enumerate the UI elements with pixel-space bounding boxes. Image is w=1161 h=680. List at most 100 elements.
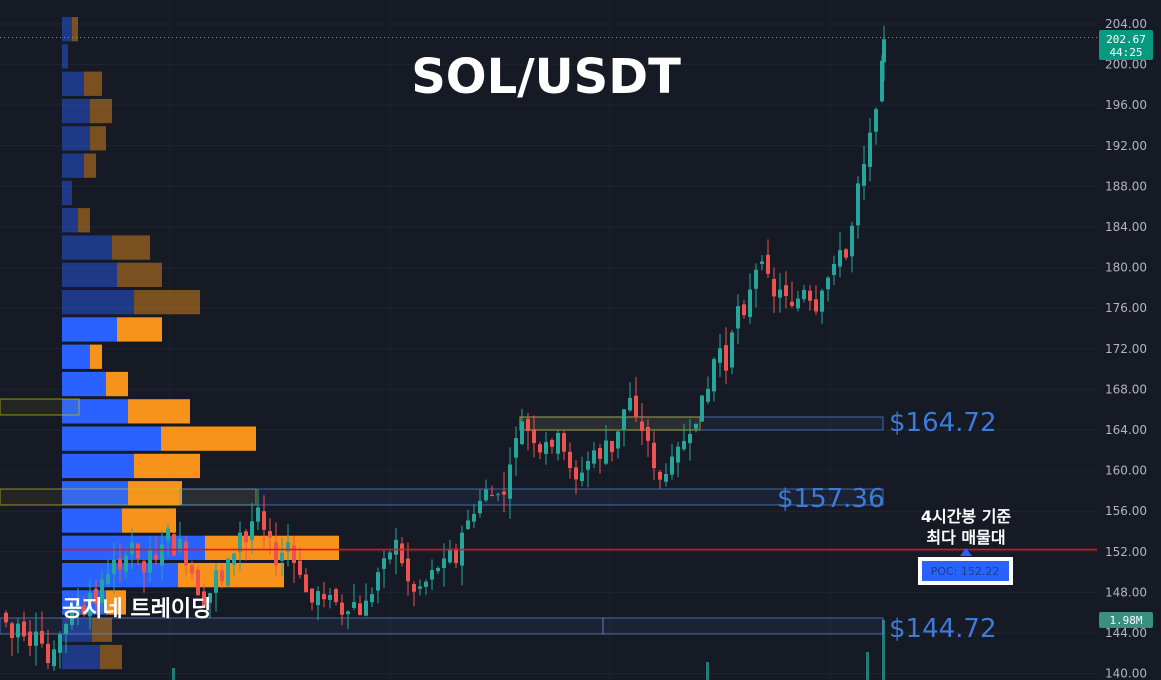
profile-sell-bar — [205, 535, 339, 560]
candle-body — [496, 494, 500, 496]
level-box — [519, 416, 701, 431]
candle-body — [532, 429, 536, 444]
candle-body — [652, 442, 656, 469]
candle-body — [88, 593, 92, 617]
level-box — [179, 488, 884, 506]
candle-body — [148, 548, 152, 573]
volume-bar — [706, 662, 709, 680]
y-tick-label: 180.00 — [1105, 261, 1147, 275]
profile-buy-bar — [62, 262, 117, 287]
candle-body — [598, 448, 602, 459]
candle-body — [436, 567, 440, 572]
profile-sell-bar — [128, 399, 190, 424]
candle-body — [844, 249, 848, 258]
level-label-144: $144.72 — [889, 614, 997, 644]
candle-body — [82, 605, 86, 615]
level-boxes — [0, 398, 884, 635]
candle-body — [4, 612, 8, 623]
volume-tag-value: 1.98M — [1109, 614, 1142, 627]
profile-sell-bar — [92, 617, 112, 642]
candle-body — [316, 591, 320, 606]
candle-body — [382, 558, 386, 569]
y-tick-label: 200.00 — [1105, 58, 1147, 72]
poc-label: POC: 152.22 — [931, 565, 1000, 578]
candle-body — [280, 552, 284, 561]
candle-body — [856, 183, 860, 226]
candle-body — [562, 433, 566, 452]
profile-buy-bar — [62, 180, 72, 206]
profile-sell-bar — [112, 235, 150, 260]
y-tick-label: 164.00 — [1105, 423, 1147, 437]
y-tick-label: 172.00 — [1105, 342, 1147, 356]
y-tick-label: 148.00 — [1105, 585, 1147, 599]
candle-body — [430, 570, 434, 580]
candle-body — [592, 450, 596, 464]
candle-body — [310, 588, 314, 603]
profile-sell-bar — [72, 17, 78, 42]
candle-body — [52, 649, 56, 667]
candle-body — [772, 279, 776, 297]
candle-body — [352, 602, 356, 608]
level-label-164: $164.72 — [889, 408, 997, 438]
price-tag[interactable] — [1099, 30, 1153, 60]
profile-sell-bar — [90, 344, 102, 369]
poc-note-line1: 4시간봉 기준 — [921, 507, 1012, 526]
candle-body — [160, 544, 164, 566]
y-tick-label: 168.00 — [1105, 382, 1147, 396]
profile-sell-bar — [134, 453, 200, 479]
candle-body — [694, 423, 698, 429]
level-box — [0, 398, 80, 416]
profile-sell-bar — [84, 153, 96, 178]
candle-body — [466, 520, 470, 529]
candle-body — [616, 431, 620, 449]
candle-body — [754, 269, 758, 289]
candle-body — [882, 39, 886, 63]
candle-body — [226, 558, 230, 586]
profile-sell-bar — [106, 590, 126, 615]
candle-body — [796, 298, 800, 309]
candle-body — [400, 543, 404, 564]
candle-body — [670, 456, 674, 475]
candle-body — [124, 555, 128, 572]
candle-body — [70, 609, 74, 625]
candle-body — [658, 471, 662, 480]
candle-body — [508, 464, 512, 499]
volume-bar — [172, 668, 175, 680]
candle-body — [448, 548, 452, 563]
y-tick-label: 184.00 — [1105, 220, 1147, 234]
candle-body — [364, 600, 368, 616]
candle-body — [28, 631, 32, 646]
volume-tag[interactable] — [1099, 612, 1153, 628]
y-tick-label: 152.00 — [1105, 545, 1147, 559]
candle-body — [442, 558, 446, 569]
candle-body — [220, 570, 224, 582]
candle-body — [700, 395, 704, 422]
profile-buy-bar — [62, 399, 128, 424]
candle-body — [190, 565, 194, 574]
candle-body — [40, 631, 44, 644]
candle-body — [850, 225, 854, 257]
candle-body — [154, 554, 158, 560]
brand-watermark: 공지네 트레이딩 — [62, 597, 211, 622]
candle-body — [634, 395, 638, 418]
y-tick-label: 144.00 — [1105, 626, 1147, 640]
price-axis[interactable]: 204.00 200.00 196.00 192.00 188.00 184.00 180.… — [1105, 17, 1147, 680]
candle-body — [340, 602, 344, 615]
candle-body — [568, 451, 572, 469]
profile-sell-bar — [117, 317, 162, 342]
candle-body — [550, 439, 554, 447]
candle-body — [58, 634, 62, 653]
candle-body — [712, 359, 716, 392]
profile-buy-bar — [62, 71, 84, 96]
candle-body — [214, 570, 218, 593]
profile-buy-bar — [62, 644, 100, 670]
candle-body — [130, 542, 134, 555]
profile-buy-bar — [62, 153, 84, 178]
profile-buy-bar — [62, 44, 68, 69]
candle-body — [610, 440, 614, 453]
profile-buy-bar — [62, 208, 78, 233]
candle-body — [22, 621, 26, 637]
candle-body — [358, 603, 362, 615]
candle-body — [34, 631, 38, 646]
